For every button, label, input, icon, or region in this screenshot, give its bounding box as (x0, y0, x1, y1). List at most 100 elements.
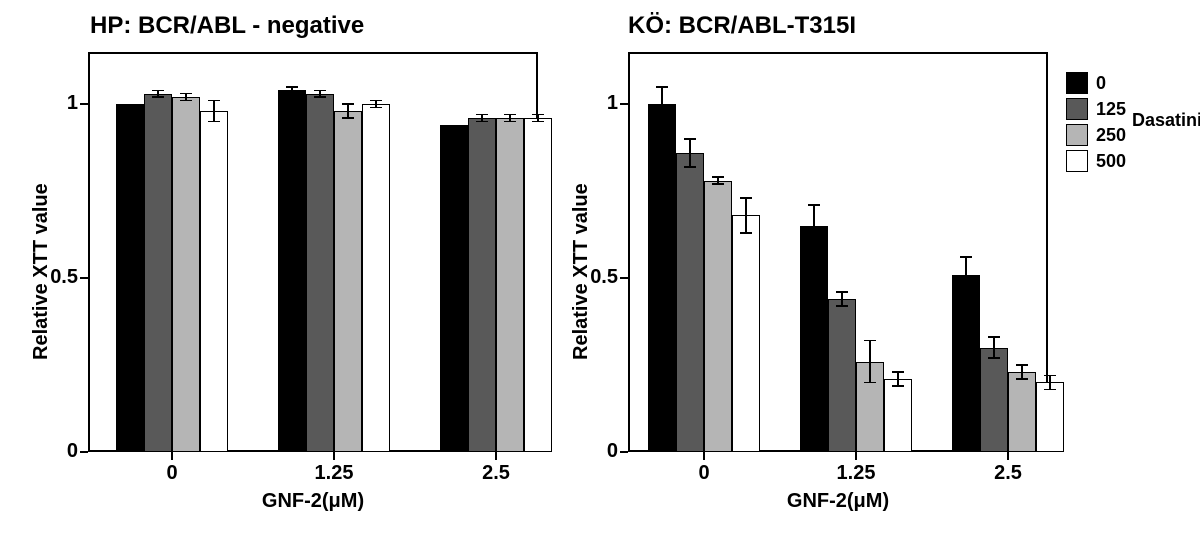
error-cap (342, 117, 354, 119)
error-cap (988, 357, 1000, 359)
error-cap (960, 291, 972, 293)
legend-swatch (1066, 150, 1088, 172)
legend-swatch (1066, 98, 1088, 120)
bar (468, 118, 496, 452)
panel-title: HP: BCR/ABL - negative (90, 12, 364, 40)
error-stem (689, 139, 691, 167)
error-cap (476, 114, 488, 116)
error-cap (684, 166, 696, 168)
legend-row: 250 (1066, 124, 1126, 146)
legend-swatch (1066, 72, 1088, 94)
error-cap (808, 204, 820, 206)
error-cap (286, 86, 298, 88)
bar (334, 111, 362, 452)
x-tick (1007, 452, 1009, 460)
legend-swatch (1066, 124, 1088, 146)
error-stem (965, 257, 967, 292)
panel-title: KÖ: BCR/ABL-T315I (628, 12, 856, 40)
error-cap (532, 114, 544, 116)
y-axis-label: Relative XTT value (30, 183, 53, 360)
legend-label: 125 (1096, 99, 1126, 120)
bar (952, 275, 980, 452)
error-stem (993, 337, 995, 358)
panel-ko: KÖ: BCR/ABL-T315I00.51Relative XTT value… (560, 0, 1200, 533)
x-tick (703, 452, 705, 460)
error-cap (892, 385, 904, 387)
legend-row: 125 (1066, 98, 1126, 120)
bar (704, 181, 732, 452)
error-cap (180, 100, 192, 102)
error-cap (314, 96, 326, 98)
y-tick-label: 1 (28, 92, 78, 115)
x-tick-label: 0 (664, 462, 744, 485)
bar (524, 118, 552, 452)
error-stem (661, 87, 663, 122)
error-cap (740, 232, 752, 234)
error-cap (1016, 378, 1028, 380)
error-cap (504, 114, 516, 116)
error-cap (1044, 389, 1056, 391)
figure-root: HP: BCR/ABL - negative00.51Relative XTT … (0, 0, 1200, 533)
x-tick-label: 1.25 (294, 462, 374, 485)
bar (676, 153, 704, 452)
error-cap (180, 93, 192, 95)
legend-label: 0 (1096, 73, 1106, 94)
x-tick-label: 1.25 (816, 462, 896, 485)
error-cap (712, 176, 724, 178)
bar (362, 104, 390, 452)
y-tick (620, 451, 628, 453)
bar (496, 118, 524, 452)
error-cap (864, 340, 876, 342)
bar (1008, 372, 1036, 452)
bar (172, 97, 200, 452)
error-cap (152, 96, 164, 98)
bar (800, 226, 828, 452)
x-tick (495, 452, 497, 460)
panel-hp: HP: BCR/ABL - negative00.51Relative XTT … (0, 0, 560, 533)
error-cap (342, 103, 354, 105)
y-tick (80, 451, 88, 453)
error-cap (960, 256, 972, 258)
error-cap (808, 246, 820, 248)
bar (648, 104, 676, 452)
bar (306, 94, 334, 452)
x-tick (855, 452, 857, 460)
error-cap (152, 90, 164, 92)
error-cap (712, 183, 724, 185)
error-cap (1044, 375, 1056, 377)
bar (980, 348, 1008, 452)
bar (440, 125, 468, 452)
y-tick-label: 0 (28, 440, 78, 463)
error-cap (836, 291, 848, 293)
error-cap (740, 197, 752, 199)
bar (828, 299, 856, 452)
y-tick (80, 277, 88, 279)
bar (200, 111, 228, 452)
error-cap (314, 90, 326, 92)
error-cap (656, 86, 668, 88)
bar (278, 90, 306, 452)
error-cap (684, 138, 696, 140)
x-tick (171, 452, 173, 460)
legend-row: 500 (1066, 150, 1126, 172)
error-cap (988, 336, 1000, 338)
error-cap (1016, 364, 1028, 366)
error-stem (1049, 375, 1051, 389)
x-tick-label: 2.5 (968, 462, 1048, 485)
error-cap (864, 382, 876, 384)
error-stem (745, 198, 747, 233)
y-tick-label: 1 (568, 92, 618, 115)
error-cap (370, 107, 382, 109)
error-stem (213, 101, 215, 122)
error-cap (208, 121, 220, 123)
y-tick (620, 277, 628, 279)
bar (116, 104, 144, 452)
error-stem (1021, 365, 1023, 379)
error-stem (347, 104, 349, 118)
error-stem (841, 292, 843, 306)
error-cap (476, 121, 488, 123)
x-tick-label: 0 (132, 462, 212, 485)
error-cap (892, 371, 904, 373)
y-tick (80, 103, 88, 105)
error-cap (286, 93, 298, 95)
